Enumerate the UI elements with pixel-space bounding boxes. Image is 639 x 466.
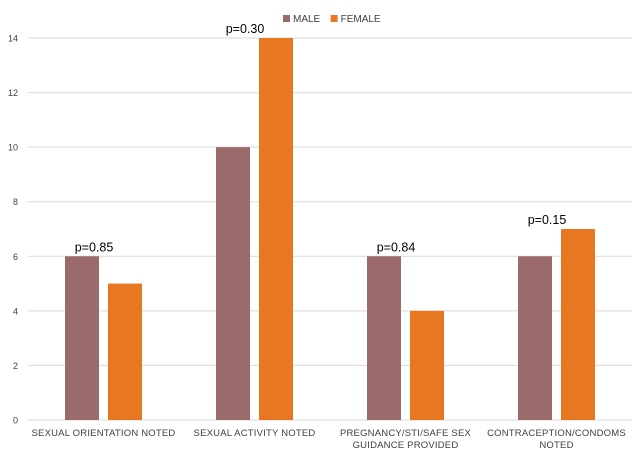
legend-swatch-male xyxy=(283,15,290,22)
p-value-label: p=0.84 xyxy=(377,240,416,254)
p-value-label: p=0.15 xyxy=(528,213,567,227)
bar-male xyxy=(518,256,552,420)
bars xyxy=(65,38,595,420)
x-category-label: NOTED xyxy=(539,440,573,451)
bar-female xyxy=(561,229,595,420)
bar-female xyxy=(108,283,142,420)
x-category-label: SEXUAL ACTIVITY NOTED xyxy=(194,428,316,439)
bar-male xyxy=(367,256,401,420)
x-axis-categories: SEXUAL ORIENTATION NOTED SEXUAL ACTIVITY … xyxy=(32,428,626,451)
p-value-label: p=0.85 xyxy=(75,240,114,254)
x-category-label: CONTRACEPTION/CONDOMS xyxy=(487,428,626,439)
y-tick-label: 12 xyxy=(8,88,18,98)
bar-male xyxy=(216,147,250,420)
y-axis-ticks: 0 2 4 6 8 10 12 14 xyxy=(8,34,18,426)
y-tick-label: 6 xyxy=(13,252,18,262)
legend-label-female: FEMALE xyxy=(341,14,381,25)
y-tick-label: 10 xyxy=(8,143,18,153)
y-tick-label: 14 xyxy=(8,34,18,44)
y-tick-label: 2 xyxy=(13,361,18,371)
legend-swatch-female xyxy=(330,15,338,22)
legend-label-male: MALE xyxy=(293,14,321,25)
y-tick-label: 4 xyxy=(13,306,18,316)
legend: MALE FEMALE xyxy=(283,14,381,25)
p-value-label: p=0.30 xyxy=(226,22,265,36)
x-category-label: PREGNANCY/STI/SAFE SEX xyxy=(340,428,472,439)
x-category-label: SEXUAL ORIENTATION NOTED xyxy=(32,428,176,439)
bar-male xyxy=(65,256,99,420)
y-tick-label: 8 xyxy=(13,197,18,207)
bar-female xyxy=(259,38,293,420)
x-category-label: GUIDANCE PROVIDED xyxy=(353,440,459,451)
bar-female xyxy=(410,310,444,420)
p-value-annotations: p=0.85 p=0.30 p=0.84 p=0.15 xyxy=(75,22,567,254)
y-tick-label: 0 xyxy=(13,416,18,426)
